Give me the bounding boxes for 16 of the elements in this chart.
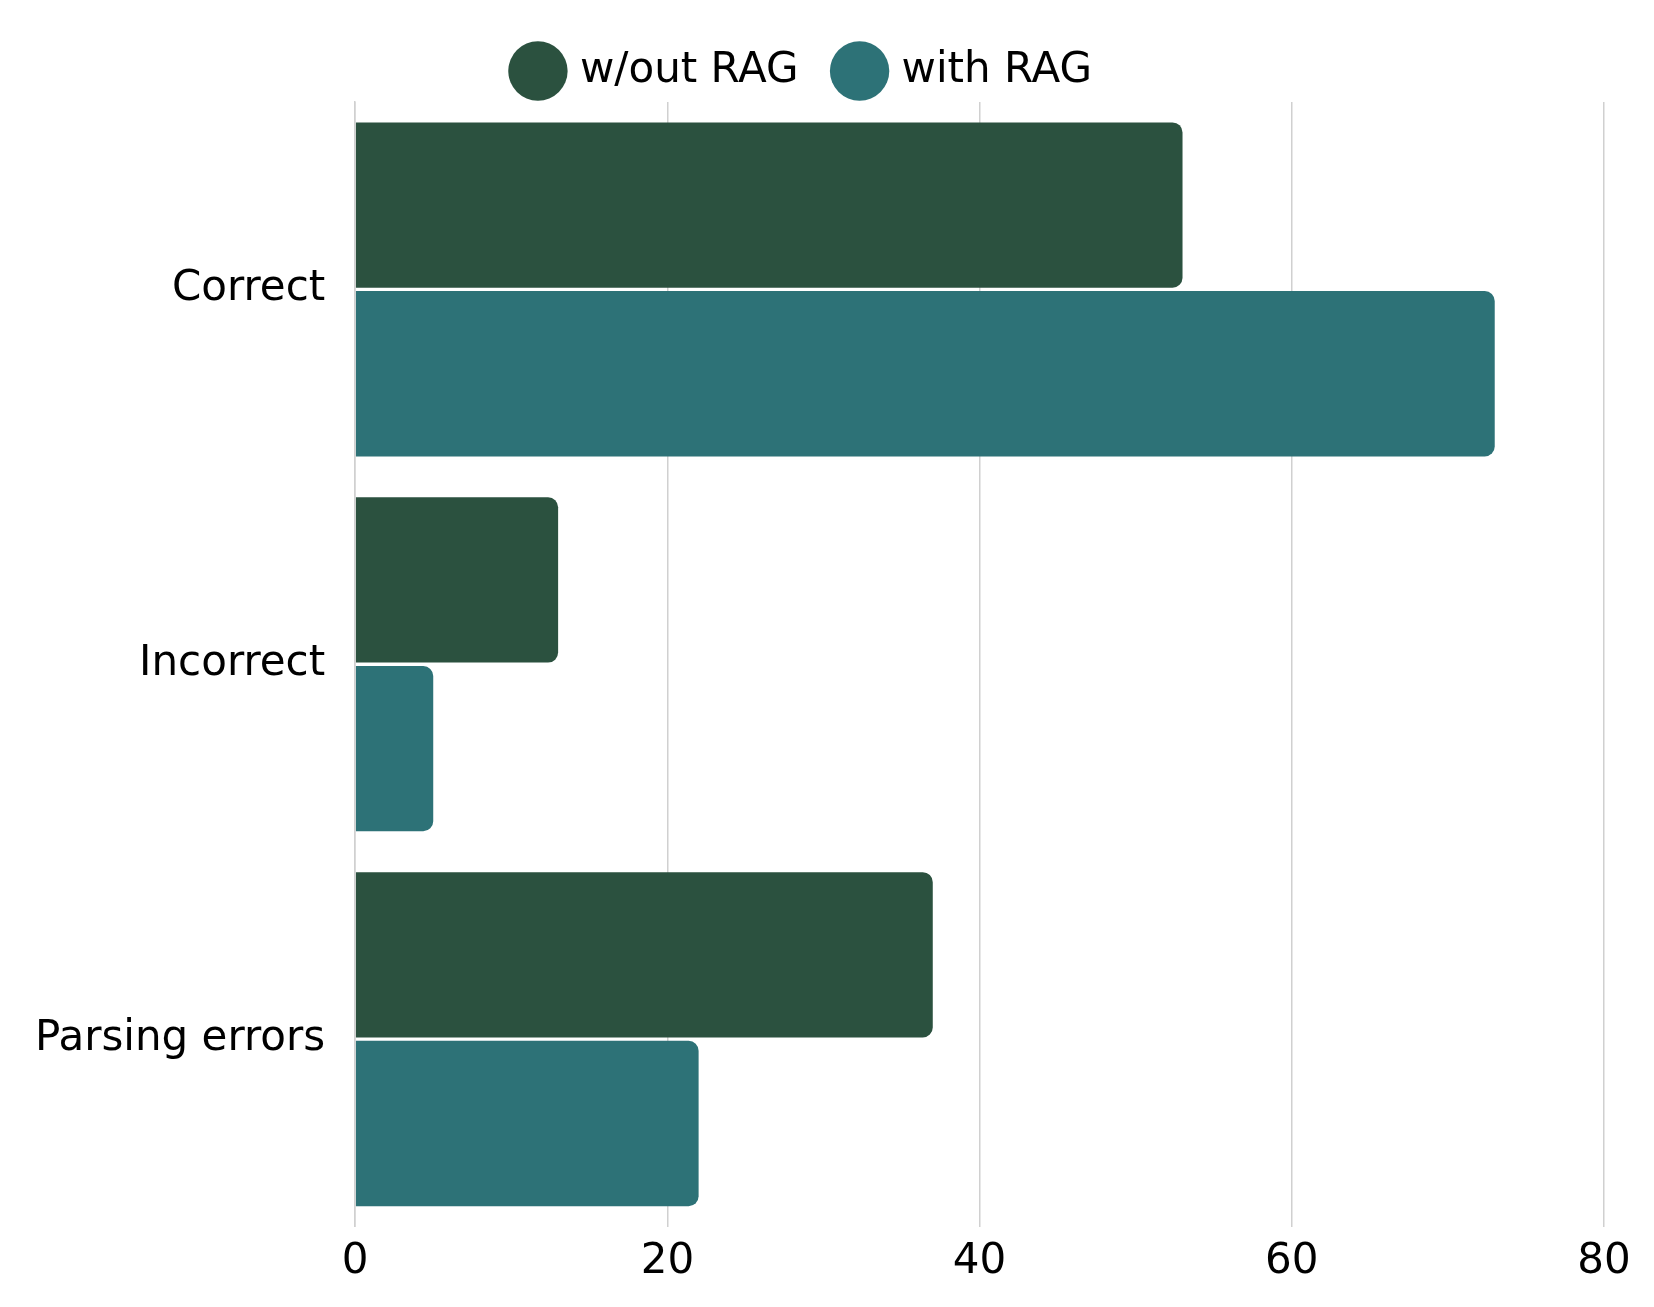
x-tick-label: 60 [1265, 1233, 1319, 1283]
x-tick-label: 40 [952, 1233, 1007, 1283]
x-tick-label: 20 [640, 1233, 695, 1283]
bar [355, 872, 933, 1038]
y-tick-label: Correct [171, 261, 326, 311]
legend-label: w/out RAG [579, 42, 799, 92]
x-tick-label: 0 [341, 1233, 369, 1283]
bar [355, 665, 434, 832]
bar [355, 291, 1495, 457]
bar [355, 1040, 699, 1207]
legend-label: with RAG [901, 42, 1093, 92]
y-tick-label: Incorrect [139, 636, 326, 686]
y-tick-label: Parsing errors [35, 1011, 326, 1061]
bar [355, 122, 1183, 288]
bar [355, 497, 559, 663]
x-tick-label: 80 [1577, 1233, 1631, 1283]
